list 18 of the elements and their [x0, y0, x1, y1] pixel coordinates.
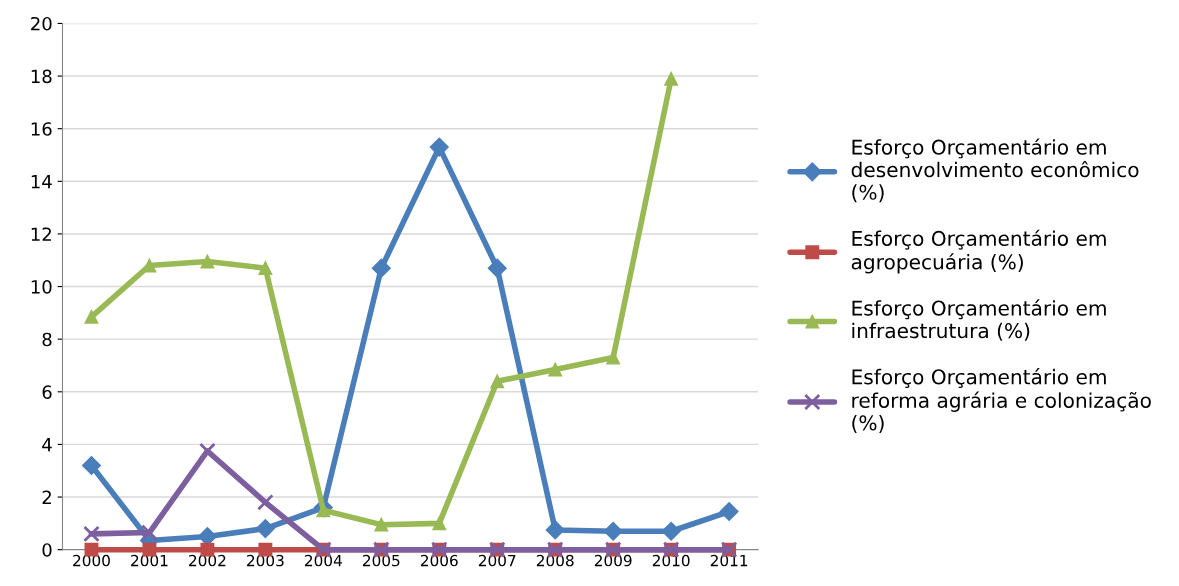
x-tick-label: 2000	[73, 554, 110, 567]
y-tick-label: 4	[42, 438, 52, 452]
x-tick-label: 2002	[189, 554, 226, 567]
x-tick-label: 2003	[247, 554, 284, 567]
y-tick-label: 20	[31, 16, 52, 31]
y-tick-label: 6	[42, 385, 52, 399]
y-tick-label: 2	[42, 490, 51, 504]
legend-label: Esforço Orçamentário em reforma agrária e colonização (%)	[852, 368, 1151, 433]
y-tick-label: 0	[42, 543, 52, 557]
y-tick-label: 8	[42, 332, 52, 347]
y-tick-label: 10	[31, 280, 52, 294]
legend-label: Esforço Orçamentário em desenvolvimento econômico (%)	[851, 138, 1139, 203]
legend-label: Esforço Orçamentário em infraestrutura (%)	[852, 299, 1106, 341]
y-tick-label: 12	[31, 227, 51, 241]
y-tick-label: 14	[31, 175, 52, 189]
legend-label: Esforço Orçamentário em agropecuária (%)	[851, 229, 1106, 274]
y-tick-label: 16	[31, 122, 52, 136]
y-tick-label: 18	[31, 69, 52, 84]
